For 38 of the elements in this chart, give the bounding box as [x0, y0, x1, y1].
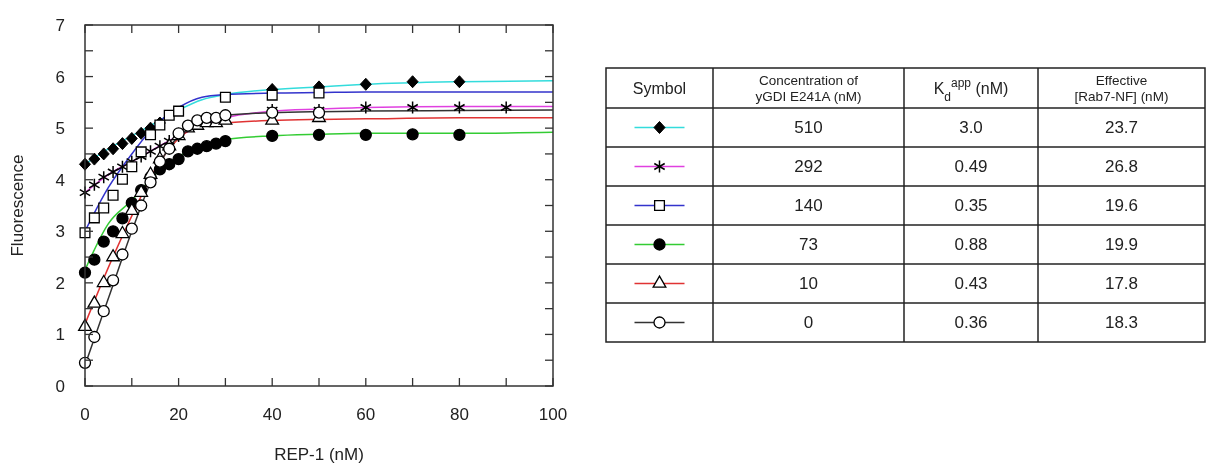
text: 0.35 [954, 196, 988, 216]
y-tick-label: 6 [55, 67, 65, 87]
text: 23.7 [1104, 118, 1139, 138]
y-tick-label: 3 [55, 222, 65, 242]
x-tick-label: 40 [262, 405, 282, 424]
text: 17.8 [1104, 274, 1139, 294]
y-tick-label: 5 [55, 119, 65, 139]
x-tick-label: 0 [80, 405, 90, 424]
y-tick-label: 0 [55, 376, 65, 396]
y-axis-title: Fluorescence [8, 154, 27, 257]
text: Effective [Rab7-NF] (nM) [1074, 73, 1169, 104]
text: 19.6 [1104, 196, 1139, 216]
x-axis-title: REP-1 (nM) [274, 445, 364, 464]
text: 73 [799, 235, 818, 255]
y-tick-label: 2 [55, 273, 65, 293]
x-tick-label: 100 [538, 405, 568, 424]
text: 3.0 [959, 118, 983, 138]
y-tick-label: 1 [55, 325, 65, 345]
text: 26.8 [1104, 157, 1139, 177]
text: 292 [794, 157, 823, 177]
y-tick-label: 4 [55, 170, 65, 190]
x-tick-label: 80 [449, 405, 469, 424]
text: K$_{d}$$^{app}$ (nM) [933, 75, 1009, 104]
text: Concentration of yGDI E241A (nM) [755, 73, 862, 104]
text: 0 [803, 313, 814, 333]
text: 19.9 [1104, 235, 1139, 255]
text: 0.49 [954, 157, 988, 177]
text: Symbol [632, 79, 687, 97]
text: 0.88 [954, 235, 988, 255]
x-tick-label: 60 [356, 405, 376, 424]
x-tick-label: 20 [169, 405, 189, 424]
y-tick-label: 7 [55, 15, 65, 35]
text: 0.36 [954, 313, 988, 333]
text: 18.3 [1104, 313, 1139, 333]
text: 10 [799, 274, 818, 294]
text: 140 [794, 196, 823, 216]
text: 0.43 [954, 274, 988, 294]
text: 510 [794, 118, 823, 138]
